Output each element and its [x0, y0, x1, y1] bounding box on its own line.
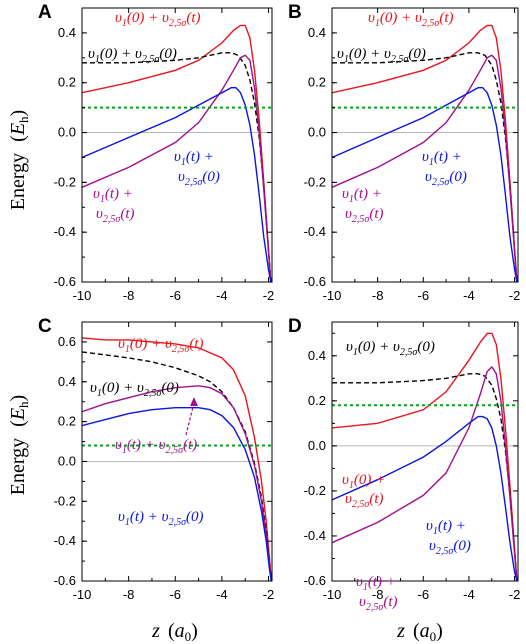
y-axis-label-top: Energy (Eh): [7, 110, 31, 210]
series-line-1: [332, 332, 518, 581]
x-axis-label-right: z (a0): [396, 620, 443, 644]
annotation-a-purple-2: υ2,5σ(t): [96, 206, 135, 225]
annotation-a-purple-1: υ1(t) +: [93, 186, 133, 205]
x-tick-label: -8: [123, 587, 135, 602]
y-tick-label: -0.2: [304, 174, 326, 189]
svg-text:Energy (Eh): Energy (Eh): [7, 110, 31, 210]
x-tick-label: -8: [372, 587, 384, 602]
annotation-d-red-1: υ1(0) +: [342, 472, 385, 491]
annotation-b-black: υ1(0) + υ2,5σ(0): [337, 46, 426, 65]
y-axis-label-bottom: Energy (Eh): [7, 395, 31, 495]
x-tick-label: -10: [323, 587, 342, 602]
y-tick-label: -0.6: [54, 573, 76, 588]
annotations: υ1(0) + υ2,5σ(t) υ1(0) + υ2,5σ(0) υ1(t) …: [88, 10, 471, 613]
plot-frame: [331, 321, 519, 582]
x-tick-label: -6: [169, 288, 181, 303]
y-tick-label: 0.4: [58, 374, 76, 389]
x-tick-label: -2: [263, 587, 275, 602]
y-tick-label: 0.6: [58, 334, 76, 349]
svg-text:z(a0): z (a0): [396, 620, 443, 644]
y-tick-label: -0.6: [304, 274, 326, 289]
x-tick-label: -6: [418, 587, 430, 602]
y-tick-label: 0.4: [308, 25, 326, 40]
panel-label: D: [288, 316, 302, 337]
annotation-c-arrow-head: [190, 397, 198, 406]
x-tick-label: -4: [463, 587, 475, 602]
y-tick-label: -0.6: [304, 573, 326, 588]
y-tick-label: -0.4: [54, 224, 76, 239]
annotation-c-purple: υ1(t) + υ2,5σ(t): [115, 437, 197, 456]
series-line-3: [82, 385, 272, 581]
x-tick-label: -4: [216, 288, 228, 303]
panel-b: 0.4 0.2 0.0 -0.2 -0.4 -0.6-10 -8 -6 -4 -2 B: [288, 2, 520, 303]
annotation-b-red: υ1(0) + υ2,5σ(t): [368, 10, 454, 29]
annotation-c-blue: υ1(t) + υ2,5σ(0): [118, 509, 204, 528]
y-tick-label: 0.4: [308, 348, 326, 363]
panel-a: 0.4 0.2 0.0 -0.2 -0.4 -0.6-10 -8 -6 -4 -2 A: [38, 2, 274, 303]
y-tick-label: 0.2: [58, 414, 76, 429]
annotation-b-purple-1: υ1(t) +: [342, 186, 382, 205]
annotation-b-blue-1: υ1(t) +: [422, 149, 462, 168]
x-tick-label: -8: [372, 288, 384, 303]
plot-frame: [331, 7, 519, 283]
y-tick-label: 0.4: [58, 25, 76, 40]
y-tick-label: -0.4: [304, 224, 326, 239]
y-tick-label: 0.2: [308, 75, 326, 90]
annotation-d-blue-2: υ2,5σ(0): [429, 538, 471, 557]
y-tick-label: -0.2: [54, 174, 76, 189]
y-tick-label: 0.2: [58, 75, 76, 90]
svg-text:z(a0): z (a0): [151, 620, 198, 644]
annotation-a-red: υ1(0) + υ2,5σ(t): [115, 10, 201, 29]
y-tick-label: -0.2: [304, 483, 326, 498]
panel-label: A: [38, 2, 52, 23]
x-tick-label: -10: [323, 288, 342, 303]
x-tick-label: -2: [509, 587, 521, 602]
annotation-d-black: υ1(0) + υ2,5σ(0): [346, 339, 435, 358]
series-line-4: [82, 87, 272, 282]
annotation-a-blue-1: υ1(t) +: [174, 149, 214, 168]
x-tick-label: -2: [509, 288, 521, 303]
y-tick-label: -0.6: [54, 274, 76, 289]
x-tick-label: -10: [73, 288, 92, 303]
series-line-3: [82, 54, 272, 282]
series-line-4: [82, 407, 272, 581]
plot-frame: [81, 7, 273, 283]
y-tick-label: -0.2: [54, 493, 76, 508]
svg-text:Energy (Eh): Energy (Eh): [7, 395, 31, 495]
x-tick-label: -4: [463, 288, 475, 303]
annotation-c-arrow: [185, 402, 195, 436]
y-tick-label: -0.4: [304, 528, 326, 543]
annotation-b-blue-2: υ2,5σ(0): [425, 169, 467, 188]
annotation-c-red: υ1(0) + υ2,5σ(t): [118, 336, 204, 355]
annotation-d-red-2: υ2,5σ(t): [345, 491, 384, 510]
panel-label: B: [288, 2, 302, 23]
panel-label: C: [38, 316, 52, 337]
y-tick-label: 0.0: [58, 125, 76, 140]
series-line-3: [332, 365, 518, 581]
annotation-b-purple-2: υ2,5σ(t): [345, 206, 384, 225]
panel-d: 0.4 0.2 0.0 -0.2 -0.4 -0.6-10 -8 -6 -4 -2 D: [288, 316, 520, 602]
x-tick-label: -4: [216, 587, 228, 602]
plot-frame: [81, 321, 273, 582]
annotation-a-blue-2: υ2,5σ(0): [178, 169, 220, 188]
y-tick-label: 0.0: [308, 125, 326, 140]
series-line-3: [332, 54, 518, 282]
x-tick-label: -10: [73, 587, 92, 602]
panel-c: 0.6 0.4 0.2 0.0 -0.2 -0.4 -0.6-10 -8 -6 -4 -2 C: [38, 316, 274, 602]
y-tick-label: -0.4: [54, 533, 76, 548]
y-tick-label: 0.2: [308, 393, 326, 408]
x-tick-label: -2: [263, 288, 275, 303]
annotation-d-blue-1: υ1(t) +: [426, 518, 466, 537]
series-line-4: [332, 87, 518, 282]
y-tick-label: 0.0: [58, 453, 76, 468]
x-axis-label-left: z (a0): [151, 620, 198, 644]
x-tick-label: -6: [418, 288, 430, 303]
y-tick-label: 0.0: [308, 438, 326, 453]
series-line-4: [332, 415, 518, 581]
x-tick-label: -6: [169, 587, 181, 602]
series-line-1: [82, 337, 272, 581]
x-tick-label: -8: [123, 288, 135, 303]
